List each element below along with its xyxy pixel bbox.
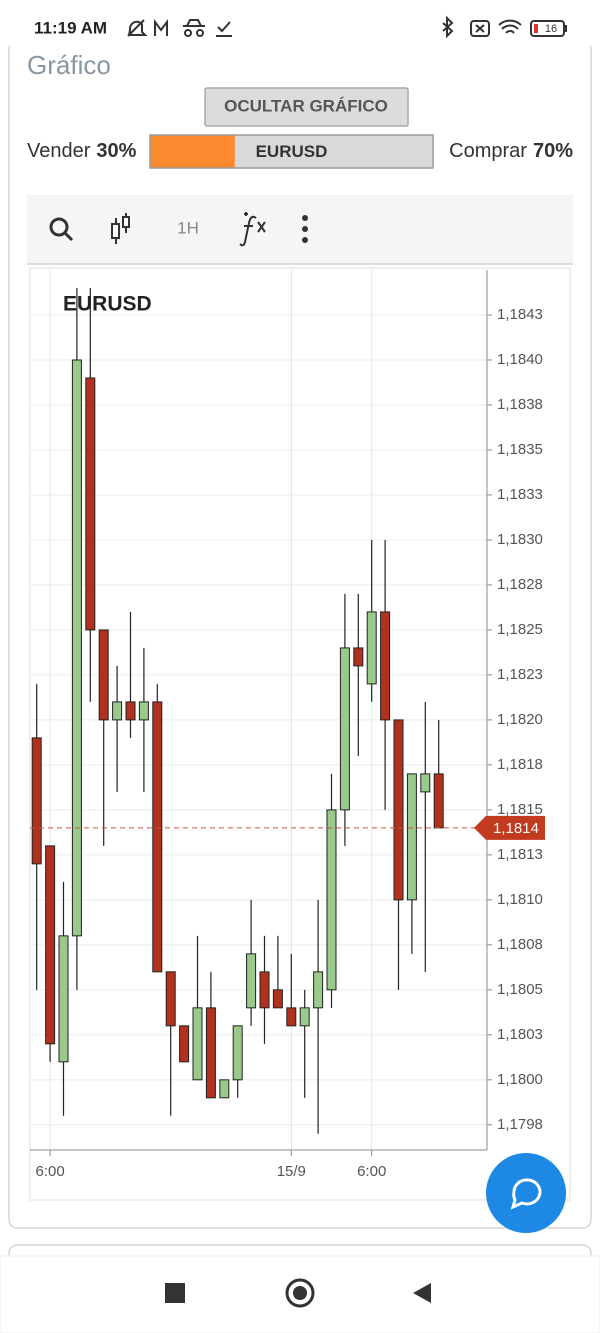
chat-icon (510, 1178, 542, 1210)
candle-body (232, 1025, 243, 1081)
indicators-icon[interactable] (239, 212, 266, 247)
y-tick-label: 1,1823 (497, 666, 543, 683)
candle-body (259, 971, 270, 1009)
y-tick-label: 1,1805 (497, 981, 543, 998)
candle-body (393, 719, 404, 901)
y-tick-label: 1,1813 (497, 846, 543, 863)
home-dot (293, 1286, 307, 1300)
y-tick-label: 1,1798 (497, 1116, 543, 1133)
candle-body (85, 377, 96, 631)
candle-body (98, 629, 109, 721)
candle-body (179, 1025, 190, 1063)
chart-area (29, 267, 571, 1201)
sentiment-symbol: EURUSD (256, 142, 328, 161)
buy-label: Comprar (449, 140, 527, 162)
candle-body (380, 611, 391, 721)
chat-button[interactable] (486, 1153, 566, 1233)
x-tick-label: 6:00 (357, 1163, 386, 1180)
y-tick-label: 1,1830 (497, 531, 543, 548)
y-tick-label: 1,1843 (497, 306, 543, 323)
candle-body (272, 989, 283, 1009)
candle-body (353, 647, 364, 667)
y-tick-label: 1,1800 (497, 1071, 543, 1088)
candle-body (420, 773, 431, 793)
y-tick-label: 1,1825 (497, 621, 543, 638)
candle-body (112, 701, 123, 721)
candle-body (205, 1007, 216, 1099)
candle-body (125, 701, 136, 721)
candle-body (366, 611, 377, 685)
candle-body (326, 809, 337, 991)
sell-label: Vender (27, 140, 91, 162)
y-tick-label: 1,1820 (497, 711, 543, 728)
candle-body (31, 737, 42, 865)
candle-body (71, 359, 82, 937)
candle-body (152, 701, 163, 973)
candle-body (219, 1079, 230, 1099)
battery-text: 16 (545, 23, 557, 35)
candle-body (138, 701, 149, 721)
menu-icon[interactable] (302, 215, 308, 243)
candle-body (58, 935, 69, 1063)
candle-body (433, 773, 444, 829)
y-tick-label: 1,1815 (497, 801, 543, 818)
search-icon[interactable] (49, 217, 74, 242)
home-button[interactable] (285, 1278, 315, 1308)
y-tick-label: 1,1818 (497, 756, 543, 773)
y-tick-label: 1,1828 (497, 576, 543, 593)
hide-chart-button[interactable] (204, 87, 409, 127)
candle-body (299, 1007, 310, 1027)
panel-title: Gráfico (27, 50, 111, 80)
y-tick-label: 1,1835 (497, 441, 543, 458)
status-time: 11:19 AM (34, 18, 107, 37)
y-tick-label: 1,1838 (497, 396, 543, 413)
candle-body (192, 1007, 203, 1081)
battery-level (534, 24, 538, 33)
candle-body (313, 971, 324, 1009)
chart-toolbar (27, 195, 573, 263)
buy-percent: 70% (533, 140, 573, 162)
sell-percent: 30% (96, 140, 136, 162)
interval-button[interactable]: 1H (177, 218, 199, 237)
y-tick-label: 1,1840 (497, 351, 543, 368)
buy-share (234, 135, 433, 168)
recents-button[interactable] (165, 1283, 185, 1303)
x-tick-label: 15/9 (277, 1163, 306, 1180)
y-tick-label: 1,1833 (497, 486, 543, 503)
chart-title: EURUSD (63, 293, 152, 316)
sentiment-frame (149, 134, 434, 169)
candle-body (165, 971, 176, 1027)
y-tick-label: 1,1803 (497, 1026, 543, 1043)
candle-body (246, 953, 257, 1009)
candle-body (45, 845, 56, 1045)
back-button[interactable] (413, 1283, 431, 1303)
candle-body (339, 647, 350, 811)
sell-share (150, 135, 235, 168)
last-price-label: 1,1814 (493, 820, 539, 837)
candle-body (406, 773, 417, 901)
hide-chart-label: OCULTAR GRÁFICO (224, 96, 388, 115)
plot: 1,1798 1,1800 1,1803 1,1805 1,1808 1,1810 1,18… (30, 270, 545, 1180)
sell-text: Vender 30% (27, 140, 137, 162)
sentiment-bar: EURUSD (149, 134, 434, 169)
status-icons (127, 15, 567, 39)
last-price-badge (474, 815, 545, 840)
card (8, 46, 592, 1229)
x-tick-label: 6:00 (35, 1163, 64, 1180)
candle-body (286, 1007, 297, 1027)
candle-icon[interactable] (111, 213, 130, 244)
y-tick-label: 1,1810 (497, 891, 543, 908)
buy-text: Comprar 70% (449, 140, 573, 162)
next-card (8, 1244, 592, 1262)
y-tick-label: 1,1808 (497, 936, 543, 953)
